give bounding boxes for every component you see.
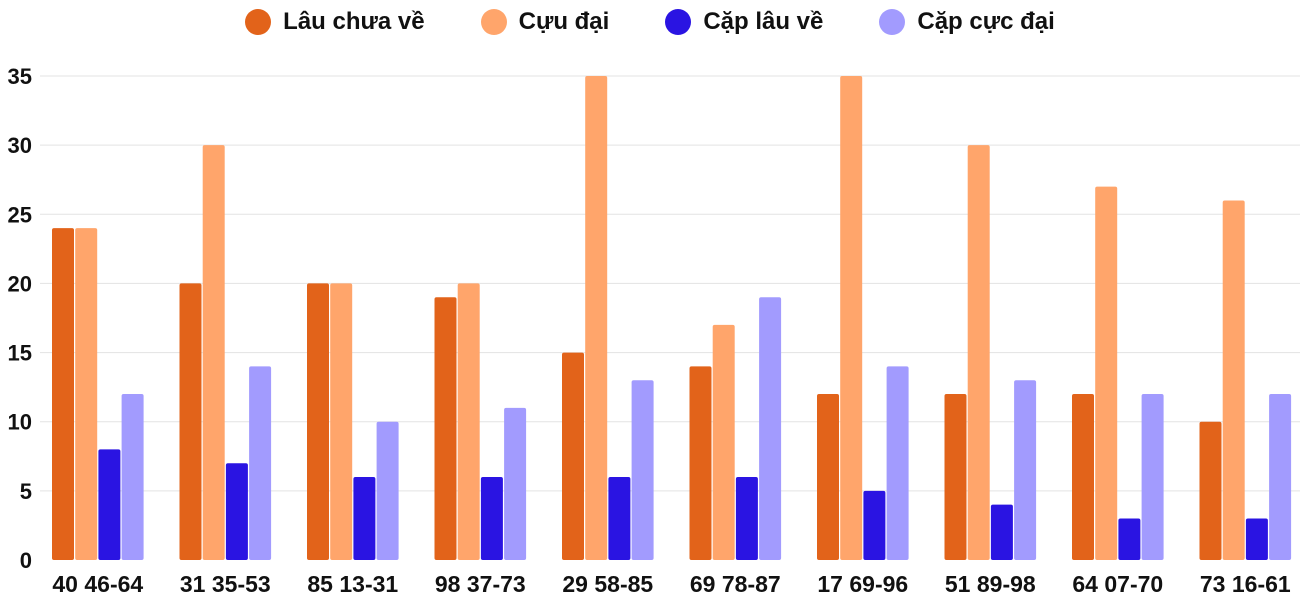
- bar: [504, 407, 527, 560]
- bar: [480, 477, 503, 560]
- legend-label: Lâu chưa về: [283, 8, 425, 35]
- bar: [1118, 518, 1141, 560]
- x-tick-label: 69 78-87: [690, 571, 781, 597]
- bar: [376, 421, 399, 560]
- bar: [689, 366, 712, 560]
- y-tick-label: 35: [8, 64, 32, 89]
- bar: [990, 504, 1013, 560]
- bar: [562, 352, 584, 560]
- bar: [1269, 394, 1292, 560]
- bar: [202, 145, 225, 560]
- x-tick-label: 40 46-64: [52, 571, 143, 597]
- bar: [249, 366, 272, 560]
- bar: [330, 283, 353, 560]
- y-tick-label: 5: [20, 479, 32, 504]
- bar: [863, 490, 886, 560]
- bar: [1199, 421, 1222, 560]
- legend-label: Cặp lâu về: [703, 8, 824, 35]
- x-tick-label: 51 89-98: [945, 571, 1036, 597]
- bar: [457, 283, 480, 560]
- legend-item-cuu-dai[interactable]: Cựu đại: [480, 8, 610, 36]
- y-tick-label: 0: [20, 548, 32, 573]
- y-tick-label: 15: [8, 341, 32, 366]
- y-tick-label: 25: [8, 202, 32, 227]
- legend-label: Cặp cực đại: [917, 8, 1055, 35]
- bar: [1072, 394, 1094, 560]
- bar: [735, 477, 758, 560]
- legend-swatch: [480, 9, 507, 35]
- y-tick-label: 10: [8, 410, 32, 435]
- x-tick-label: 64 07-70: [1072, 571, 1163, 597]
- bar: [225, 463, 248, 560]
- bar: [712, 324, 735, 560]
- x-tick-label: 73 16-61: [1200, 571, 1291, 597]
- x-tick-label: 31 35-53: [180, 571, 271, 597]
- x-tick-label: 29 58-85: [562, 571, 653, 597]
- bar: [1141, 394, 1164, 560]
- y-tick-label: 30: [8, 133, 32, 158]
- legend-item-lau-chua-ve[interactable]: Lâu chưa về: [245, 8, 425, 36]
- bar: [353, 477, 376, 560]
- bar: [1014, 380, 1037, 560]
- bar: [631, 380, 654, 560]
- bar: [434, 297, 457, 560]
- x-tick-label: 17 69-96: [817, 571, 908, 597]
- bar: [307, 283, 329, 560]
- bar: [1245, 518, 1268, 560]
- bar: [585, 76, 608, 560]
- bar: [886, 366, 909, 560]
- bar: [944, 394, 967, 560]
- legend-swatch: [879, 9, 906, 35]
- bar: [817, 394, 839, 560]
- bar: [967, 145, 990, 560]
- bar: [98, 449, 121, 560]
- bar: [608, 477, 631, 560]
- bar: [121, 394, 144, 560]
- bar: [179, 283, 202, 560]
- legend-item-cap-cuc-dai[interactable]: Cặp cực đại: [879, 8, 1055, 36]
- legend-swatch: [245, 9, 272, 35]
- legend-swatch: [665, 9, 692, 35]
- y-tick-label: 20: [8, 271, 32, 296]
- bar: [1222, 200, 1245, 560]
- x-tick-label: 85 13-31: [307, 571, 398, 597]
- bar: [840, 76, 863, 560]
- bar: [75, 228, 98, 560]
- bar: [52, 228, 74, 560]
- bar: [759, 297, 782, 560]
- bar: [1095, 186, 1118, 560]
- x-tick-label: 98 37-73: [435, 571, 526, 597]
- legend: Lâu chưa về Cựu đại Cặp lâu về Cặp cực đ…: [0, 8, 1300, 36]
- legend-label: Cựu đại: [518, 8, 610, 35]
- legend-item-cap-lau-ve[interactable]: Cặp lâu về: [665, 8, 823, 36]
